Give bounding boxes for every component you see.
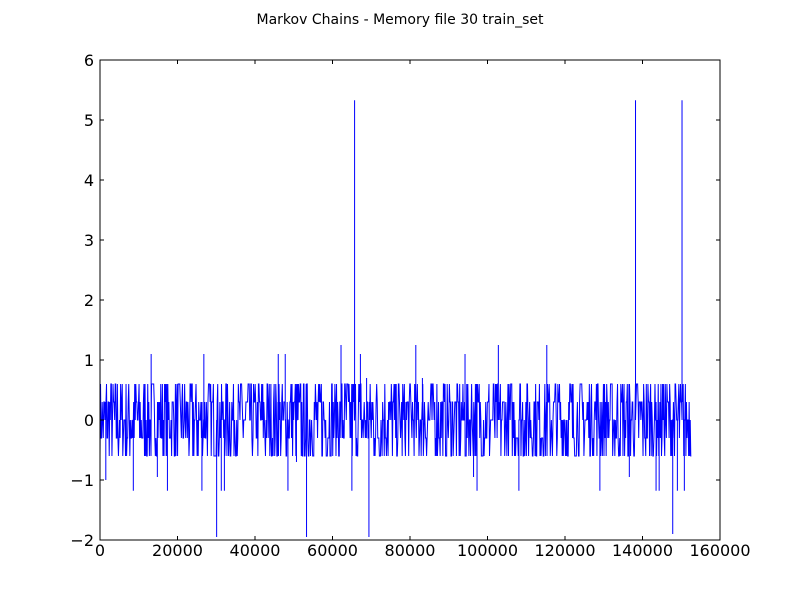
x-tick-label: 120000 xyxy=(534,541,595,560)
x-tick-label: 60000 xyxy=(307,541,358,560)
y-axis: −2 −1 0 1 2 3 4 5 6 xyxy=(70,51,720,550)
y-tick-label: −2 xyxy=(70,531,94,550)
y-tick-label: 6 xyxy=(84,51,94,70)
x-tick-label: 160000 xyxy=(689,541,750,560)
axes-background xyxy=(100,60,720,540)
y-tick-label: 5 xyxy=(84,111,94,130)
x-tick-label: 140000 xyxy=(612,541,673,560)
plot-area xyxy=(99,59,721,541)
series-line xyxy=(99,100,692,537)
x-tick-label: 80000 xyxy=(385,541,436,560)
y-tick-label: 2 xyxy=(84,291,94,310)
y-tick-label: 0 xyxy=(84,411,94,430)
x-tick-label: 20000 xyxy=(152,541,203,560)
chart-title: Markov Chains - Memory file 30 train_set xyxy=(257,12,544,28)
y-tick-label: 4 xyxy=(84,171,94,190)
y-tick-label: 1 xyxy=(84,351,94,370)
x-axis: 0 20000 40000 60000 80000 100000 120000 140000 1… xyxy=(95,60,751,560)
x-tick-label: 100000 xyxy=(457,541,518,560)
y-tick-label: 3 xyxy=(84,231,94,250)
x-tick-label: 40000 xyxy=(230,541,281,560)
x-tick-label: 0 xyxy=(95,541,105,560)
y-tick-label: −1 xyxy=(70,471,94,490)
